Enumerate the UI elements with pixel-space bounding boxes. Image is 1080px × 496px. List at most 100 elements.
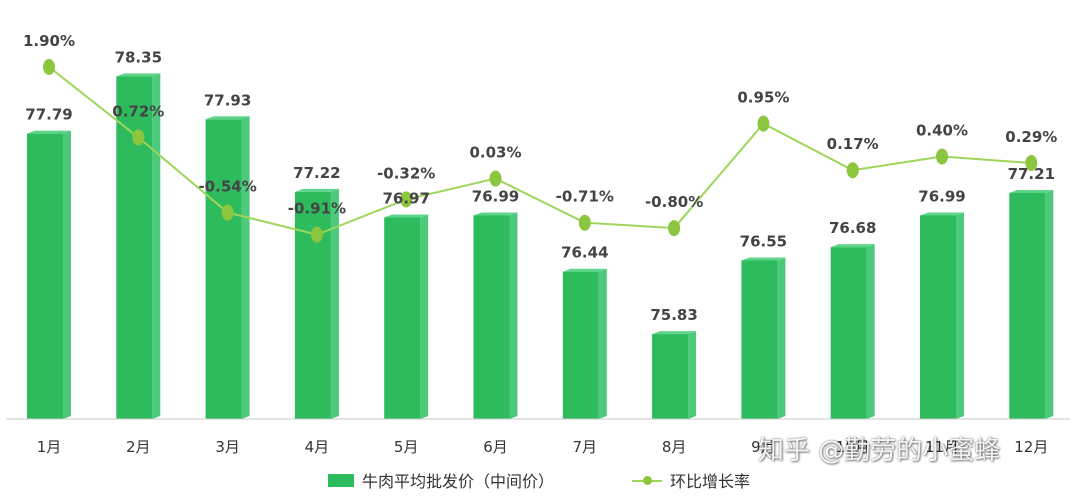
bar [920,212,964,419]
bar-top-face [116,73,161,77]
bar-front-face [1009,192,1046,419]
bar-value-label: 76.99 [918,187,965,205]
legend-item-bar[interactable]: 牛肉平均批发价（中间价） [328,466,554,494]
bar-front-face [652,334,689,419]
bar-side-face [420,214,429,419]
bar [27,130,71,419]
rate-value-label: 1.90% [23,32,75,50]
rate-value-label: -0.80% [645,193,703,211]
rate-point [221,204,234,221]
rate-point [132,129,145,146]
x-axis-tick-labels: 1月 2月 3月 4月 5月 6月 7月 8月 9月 10月 11月 12月 [37,438,1049,456]
watermark: 知乎 @勤劳的小蜜蜂 [758,436,1001,466]
rate-value-label: -0.91% [288,200,346,218]
bar-front-face [741,260,778,419]
bar-top-face [384,214,429,218]
bar-top-face [205,116,250,120]
x-tick-label: 8月 [662,438,687,456]
rate-point [846,162,859,179]
bar-side-face [330,188,339,419]
x-tick-label: 6月 [483,438,508,456]
bar-value-label: 75.83 [650,306,697,324]
bar-value-label: 77.21 [1008,165,1055,183]
bar-front-face [27,133,63,419]
legend: 牛肉平均批发价（中间价） 环比增长率 [0,466,1080,494]
bar [473,212,518,419]
bar [384,214,429,419]
bar-top-face [562,268,607,272]
rate-point [43,58,55,75]
x-tick-label: 4月 [305,438,330,456]
bar-value-label: 77.79 [25,106,72,124]
rate-point [489,170,502,187]
rate-value-label: 0.40% [916,121,968,139]
bar-top-face [294,188,339,192]
rate-value-label: -0.54% [198,178,256,196]
rate-value-label: -0.71% [556,188,614,206]
bar-side-face [866,244,875,419]
bar-value-label: 77.93 [204,91,251,109]
rate-point [310,226,323,243]
x-tick-label: 1月 [37,438,62,456]
x-tick-label: 9月 [751,438,776,456]
bar-side-face [152,73,161,419]
bar-value-label: 76.99 [472,187,519,205]
x-tick-label: 10月 [836,438,870,456]
bar [652,331,697,419]
bar-front-face [294,191,331,419]
bar-value-label: 76.44 [561,244,608,262]
bar-top-face [1009,189,1054,193]
bar [830,244,875,419]
bar-value-labels: 77.79 78.35 77.93 77.22 76.97 76.99 76.44 75.83… [25,48,1055,324]
bar-top-face [830,244,875,248]
rate-value-label: 0.03% [469,144,521,162]
rate-point [400,191,413,208]
rate-point [1025,155,1038,172]
bar-side-face [598,268,607,419]
bar-value-label: 76.68 [829,219,876,237]
bar [741,257,786,419]
line-series [43,58,1038,243]
bar-front-face [205,119,242,419]
x-tick-label: 11月 [925,438,959,456]
rate-point [757,115,770,132]
bar-top-face [473,212,518,216]
x-tick-label: 2月 [126,438,151,456]
x-tick-label: 12月 [1014,438,1048,456]
bar-top-face [652,331,697,335]
rate-point [668,220,681,237]
bar-side-face [688,331,697,419]
bar [1009,189,1054,419]
rate-value-label: 0.72% [112,102,164,120]
bar-front-face [830,247,867,419]
bar-side-face [241,116,250,419]
x-tick-label: 7月 [573,438,598,456]
legend-line-swatch [632,474,662,487]
bar-side-face [956,212,964,419]
bar-value-label: 77.22 [293,164,340,182]
bar-value-label: 76.97 [382,189,429,207]
x-tick-label: 3月 [215,438,240,456]
bar-side-face [777,257,786,419]
bar-value-label: 76.55 [740,232,787,250]
rate-value-labels: 1.90% 0.72% -0.54% -0.91% -0.32% 0.03% -0.71% -… [23,32,1057,218]
bar-value-label: 78.35 [115,48,162,66]
rate-line [48,66,1032,236]
rate-value-label: 0.29% [1005,128,1057,146]
rate-value-label: 0.95% [737,89,789,107]
bar-top-face [27,130,71,134]
bar-front-face [384,217,421,419]
rate-value-label: 0.17% [827,135,879,153]
bar-front-face [562,271,599,419]
bar-series [27,73,1054,419]
bar-front-face [920,215,956,419]
bar [205,116,250,419]
rate-point [578,214,591,231]
legend-item-line[interactable]: 环比增长率 [632,466,750,494]
legend-bar-label: 牛肉平均批发价（中间价） [362,472,555,491]
rate-point [936,148,948,165]
bar-top-face [741,257,786,261]
legend-bar-swatch [328,473,354,487]
bar-side-face [63,130,71,419]
